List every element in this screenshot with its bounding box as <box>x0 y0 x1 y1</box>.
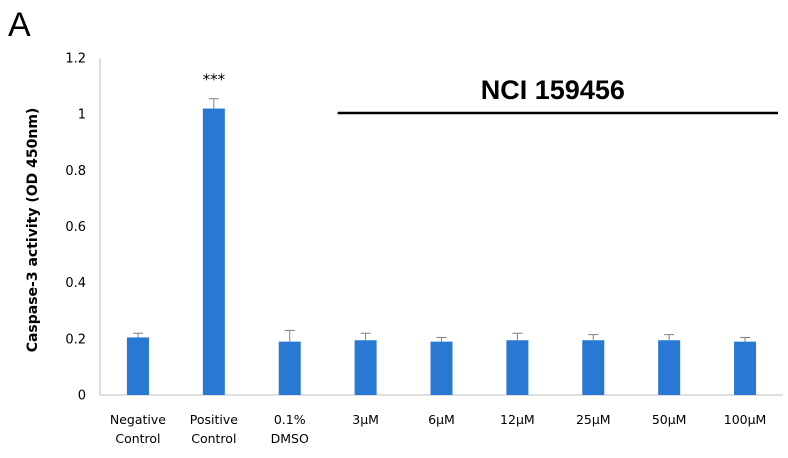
category-label: Negative <box>110 412 166 427</box>
category-labels: Negative Control Positive Control 0.1% DMSO 3μ… <box>110 412 766 446</box>
y-tick-label: 0.4 <box>65 276 86 291</box>
bar <box>734 341 757 395</box>
bar <box>354 340 377 395</box>
y-tick-label: 0 <box>78 389 86 404</box>
y-tick-label: 0.8 <box>65 164 86 179</box>
y-tick-label: 1.2 <box>65 52 86 67</box>
error-bars <box>132 98 751 342</box>
y-tick-label: 0.2 <box>65 332 86 347</box>
category-label: 3μM <box>352 412 379 427</box>
panel-label: A <box>8 6 31 44</box>
bar <box>658 340 681 395</box>
category-label: DMSO <box>271 431 309 446</box>
group-bracket: NCI 159456 <box>337 75 778 115</box>
bar <box>430 341 453 395</box>
category-label: 25μM <box>576 412 611 427</box>
annotations: *** <box>203 71 226 89</box>
category-label: 100μM <box>724 412 767 427</box>
category-label: 6μM <box>428 412 455 427</box>
bar <box>278 341 301 395</box>
bar <box>126 337 149 395</box>
category-label: 0.1% <box>274 412 306 427</box>
significance-annotation: *** <box>203 71 226 89</box>
category-label: 50μM <box>652 412 687 427</box>
y-axis-label: Caspase-3 activity (OD 450nm) <box>25 108 41 353</box>
y-tick-label: 1 <box>78 108 86 123</box>
category-label: 12μM <box>500 412 535 427</box>
bar <box>202 108 225 396</box>
bar <box>506 340 529 395</box>
y-tick-label: 0.6 <box>65 220 86 235</box>
category-label: Control <box>115 431 160 446</box>
bar <box>582 340 605 395</box>
group-bracket-label: NCI 159456 <box>481 75 625 105</box>
y-tick-labels: 0 0.2 0.4 0.6 0.8 1 1.2 <box>65 52 86 404</box>
category-label: Positive <box>190 412 238 427</box>
bars <box>126 108 757 396</box>
category-label: Control <box>191 431 236 446</box>
